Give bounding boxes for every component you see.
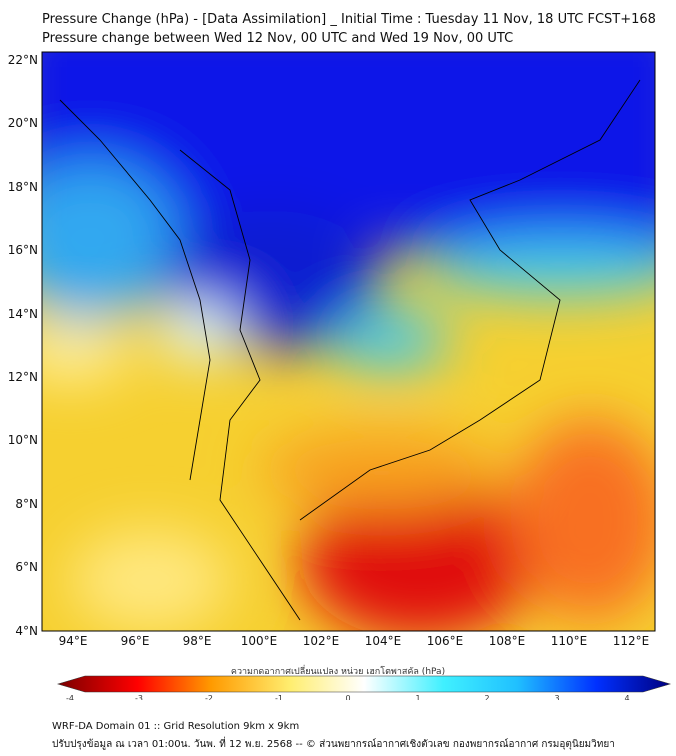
colorbar-tick: 2 [484,694,489,700]
colorbar-tick: 3 [554,694,559,700]
lon-label: 94°E [59,634,88,648]
lat-label: 6°N [15,560,38,574]
chart-title: Pressure Change (hPa) - [Data Assimilati… [42,12,656,27]
map-frame [41,51,656,632]
colorbar-tick: 1 [415,694,420,700]
lon-label: 104°E [365,634,402,648]
lon-label: 106°E [427,634,464,648]
lat-label: 16°N [8,243,38,257]
pressure-field [42,52,655,631]
lat-label: 12°N [8,370,38,384]
lon-label: 108°E [489,634,526,648]
colorbar-tick: -4 [66,694,74,700]
lat-label: 22°N [8,53,38,67]
footer-update-info: ปรับปรุงข้อมูล ณ เวลา 01:00น. วันพ. ที่ … [52,739,615,750]
lat-label: 8°N [15,497,38,511]
lat-labels: 22°N 20°N 18°N 16°N 14°N 12°N 10°N 8°N 6… [8,53,38,638]
lat-label: 4°N [15,624,38,638]
lon-labels: 94°E 96°E 98°E 100°E 102°E 104°E 106°E 1… [59,634,650,648]
lat-label: 18°N [8,180,38,194]
lon-label: 98°E [183,634,212,648]
lon-label: 96°E [121,634,150,648]
lat-label: 10°N [8,433,38,447]
pressure-change-map: 22°N 20°N 18°N 16°N 14°N 12°N 10°N 8°N 6… [8,51,672,700]
lon-label: 100°E [241,634,278,648]
lat-label: 20°N [8,116,38,130]
colorbar-tick: -3 [135,694,143,700]
chart-subtitle: Pressure change between Wed 12 Nov, 00 U… [42,31,514,46]
colorbar-tick: 0 [345,694,350,700]
colorbar-tick: -1 [275,694,283,700]
lon-label: 112°E [613,634,650,648]
footer-model-info: WRF-DA Domain 01 :: Grid Resolution 9km … [52,721,300,732]
lon-label: 102°E [303,634,340,648]
colorbar-label: ความกดอากาศเปลี่ยนแปลง หน่วย เฮกโตพาสคัล… [230,667,446,677]
colorbar: -4 -3 -2 -1 0 1 2 3 4 [56,675,672,700]
coastline [59,79,641,621]
colorbar-tick: -2 [205,694,213,700]
colorbar-tick: 4 [624,694,629,700]
lat-label: 14°N [8,307,38,321]
lon-label: 110°E [551,634,588,648]
